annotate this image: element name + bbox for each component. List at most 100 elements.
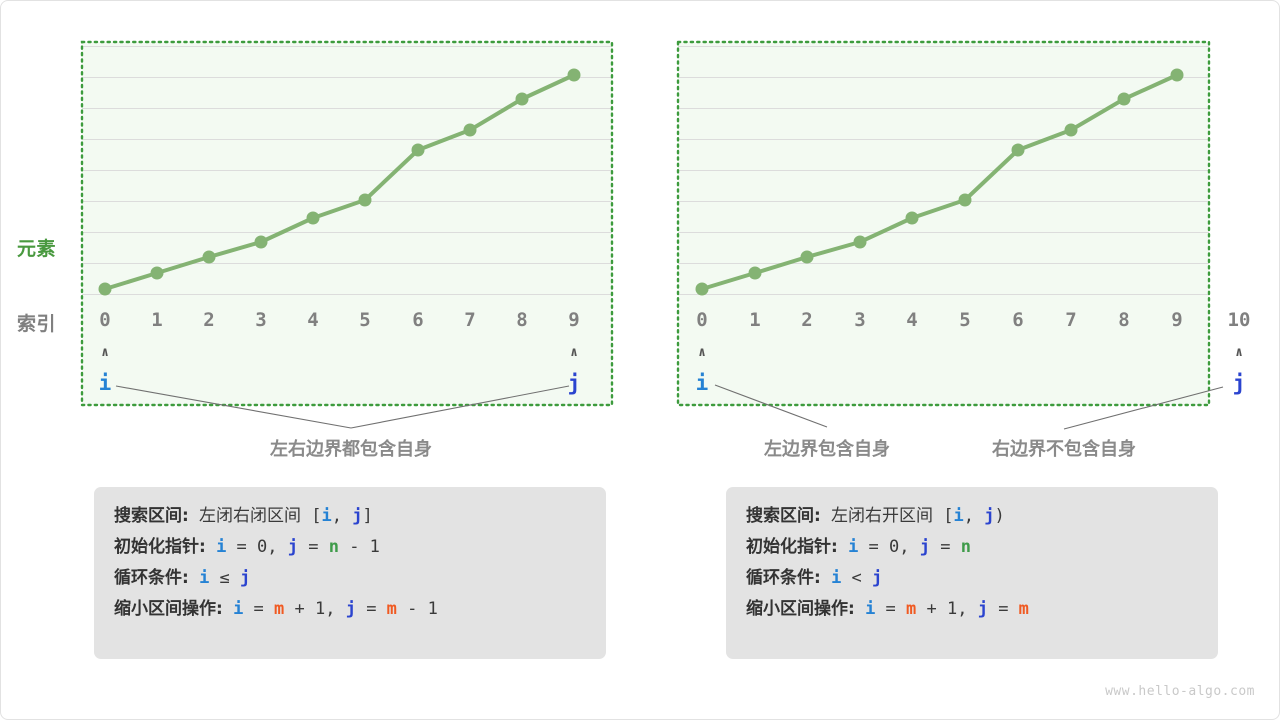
pointer-caret-right-i: ∧ bbox=[698, 345, 706, 360]
pointer-caret-left-j: ∧ bbox=[570, 345, 578, 360]
watermark-url: www.hello-algo.com bbox=[1105, 684, 1255, 699]
caption-right-left-inclusive: 左边界包含自身 bbox=[764, 439, 890, 460]
gridlines-left bbox=[82, 46, 612, 295]
info-line-token bbox=[206, 537, 216, 557]
index-tick-right-5: 5 bbox=[959, 309, 971, 331]
info-line: 初始化指针: i = 0, j = n bbox=[746, 532, 1198, 563]
index-tick-left-3: 3 bbox=[255, 309, 267, 331]
info-line-token: = bbox=[929, 537, 961, 557]
info-line-token: = 0, bbox=[858, 537, 920, 557]
info-line-token: i bbox=[831, 568, 842, 588]
info-line: 缩小区间操作: i = m + 1, j = m bbox=[746, 594, 1198, 625]
info-line-token bbox=[223, 599, 233, 619]
series-markers-left bbox=[98, 68, 581, 296]
info-line-token: = bbox=[875, 599, 907, 619]
pointer-label-right-j: j bbox=[1232, 371, 1246, 395]
leader-lines-left bbox=[115, 385, 570, 429]
info-line-token: i bbox=[865, 599, 876, 619]
index-tick-right-7: 7 bbox=[1065, 309, 1077, 331]
info-line-label: 搜索区间: bbox=[746, 506, 821, 526]
info-line-label: 循环条件: bbox=[114, 568, 189, 588]
index-tick-right-4: 4 bbox=[906, 309, 918, 331]
index-tick-left-5: 5 bbox=[359, 309, 371, 331]
info-line: 搜索区间: 左闭右开区间 [i, j) bbox=[746, 501, 1198, 532]
interval-boundary-box-left bbox=[80, 40, 614, 407]
series-markers-right bbox=[695, 68, 1184, 296]
index-tick-right-2: 2 bbox=[801, 309, 813, 331]
info-line-token: j bbox=[345, 599, 356, 619]
index-tick-left-4: 4 bbox=[307, 309, 319, 331]
info-line-token: < bbox=[841, 568, 873, 588]
info-line-token: n bbox=[328, 537, 339, 557]
info-line-token: - 1 bbox=[396, 599, 438, 619]
info-line-label: 缩小区间操作: bbox=[114, 599, 223, 619]
pointer-label-left-j: j bbox=[567, 371, 581, 395]
info-line-token: 左闭右开区间 [ bbox=[820, 506, 954, 526]
interval-boundary-box-right bbox=[676, 40, 1211, 407]
series-line-left bbox=[103, 73, 576, 291]
pointer-caret-right-j: ∧ bbox=[1235, 345, 1243, 360]
index-tick-left-8: 8 bbox=[516, 309, 528, 331]
info-line-token: = 0, bbox=[226, 537, 288, 557]
info-line-token: i bbox=[233, 599, 244, 619]
info-line-token bbox=[189, 568, 199, 588]
index-tick-right-10: 10 bbox=[1227, 309, 1251, 331]
info-line-token bbox=[838, 537, 848, 557]
info-line-label: 缩小区间操作: bbox=[746, 599, 855, 619]
info-box-half-open-interval: 搜索区间: 左闭右开区间 [i, j) 初始化指针: i = 0, j = n 循环… bbox=[726, 487, 1218, 659]
index-tick-right-9: 9 bbox=[1171, 309, 1183, 331]
index-tick-right-3: 3 bbox=[854, 309, 866, 331]
info-line-token bbox=[821, 568, 831, 588]
info-line-token: ] bbox=[362, 506, 373, 526]
info-line-token: = bbox=[355, 599, 387, 619]
info-line: 搜索区间: 左闭右闭区间 [i, j] bbox=[114, 501, 586, 532]
info-line-token: j bbox=[287, 537, 298, 557]
info-line-token: = bbox=[297, 537, 329, 557]
info-line-label: 初始化指针: bbox=[746, 537, 838, 557]
info-line-token: = bbox=[243, 599, 275, 619]
info-line-token: , bbox=[963, 506, 985, 526]
info-line-token: ≤ bbox=[209, 568, 241, 588]
info-line-token: + 1, bbox=[916, 599, 978, 619]
info-box-closed-interval: 搜索区间: 左闭右闭区间 [i, j] 初始化指针: i = 0, j = n -… bbox=[94, 487, 606, 659]
info-line-token: n bbox=[960, 537, 971, 557]
info-line-token: - 1 bbox=[338, 537, 380, 557]
info-line-token: i bbox=[848, 537, 859, 557]
info-line: 缩小区间操作: i = m + 1, j = m - 1 bbox=[114, 594, 586, 625]
index-tick-left-2: 2 bbox=[203, 309, 215, 331]
index-tick-right-8: 8 bbox=[1118, 309, 1130, 331]
pointer-caret-left-i: ∧ bbox=[101, 345, 109, 360]
info-line-token: + 1, bbox=[284, 599, 346, 619]
leader-lines-right bbox=[714, 384, 1224, 430]
info-line: 循环条件: i < j bbox=[746, 563, 1198, 594]
index-tick-right-0: 0 bbox=[696, 309, 708, 331]
info-line-token: i bbox=[953, 506, 964, 526]
info-line-token: m bbox=[386, 599, 397, 619]
index-tick-right-1: 1 bbox=[749, 309, 761, 331]
info-line-token: ) bbox=[994, 506, 1005, 526]
info-line-token: i bbox=[216, 537, 227, 557]
y-axis-label-element-left: 元素 bbox=[17, 238, 57, 260]
info-line-label: 搜索区间: bbox=[114, 506, 189, 526]
info-line-token: , bbox=[331, 506, 353, 526]
info-line: 初始化指针: i = 0, j = n - 1 bbox=[114, 532, 586, 563]
chart-closed-interval bbox=[80, 40, 614, 429]
info-line-token: j bbox=[984, 506, 995, 526]
index-tick-left-1: 1 bbox=[151, 309, 163, 331]
info-line-token: j bbox=[240, 568, 251, 588]
info-line-label: 初始化指针: bbox=[114, 537, 206, 557]
info-line-token: i bbox=[321, 506, 332, 526]
index-tick-left-7: 7 bbox=[464, 309, 476, 331]
index-tick-left-0: 0 bbox=[99, 309, 111, 331]
info-line-token: 左闭右闭区间 [ bbox=[188, 506, 322, 526]
info-line-token: = bbox=[987, 599, 1019, 619]
plot-background-left bbox=[82, 42, 612, 405]
chart-half-open-interval bbox=[676, 40, 1224, 430]
pointer-label-right-i: i bbox=[695, 371, 709, 395]
info-line: 循环条件: i ≤ j bbox=[114, 563, 586, 594]
caption-right-right-exclusive: 右边界不包含自身 bbox=[992, 439, 1136, 460]
info-line-token: j bbox=[977, 599, 988, 619]
